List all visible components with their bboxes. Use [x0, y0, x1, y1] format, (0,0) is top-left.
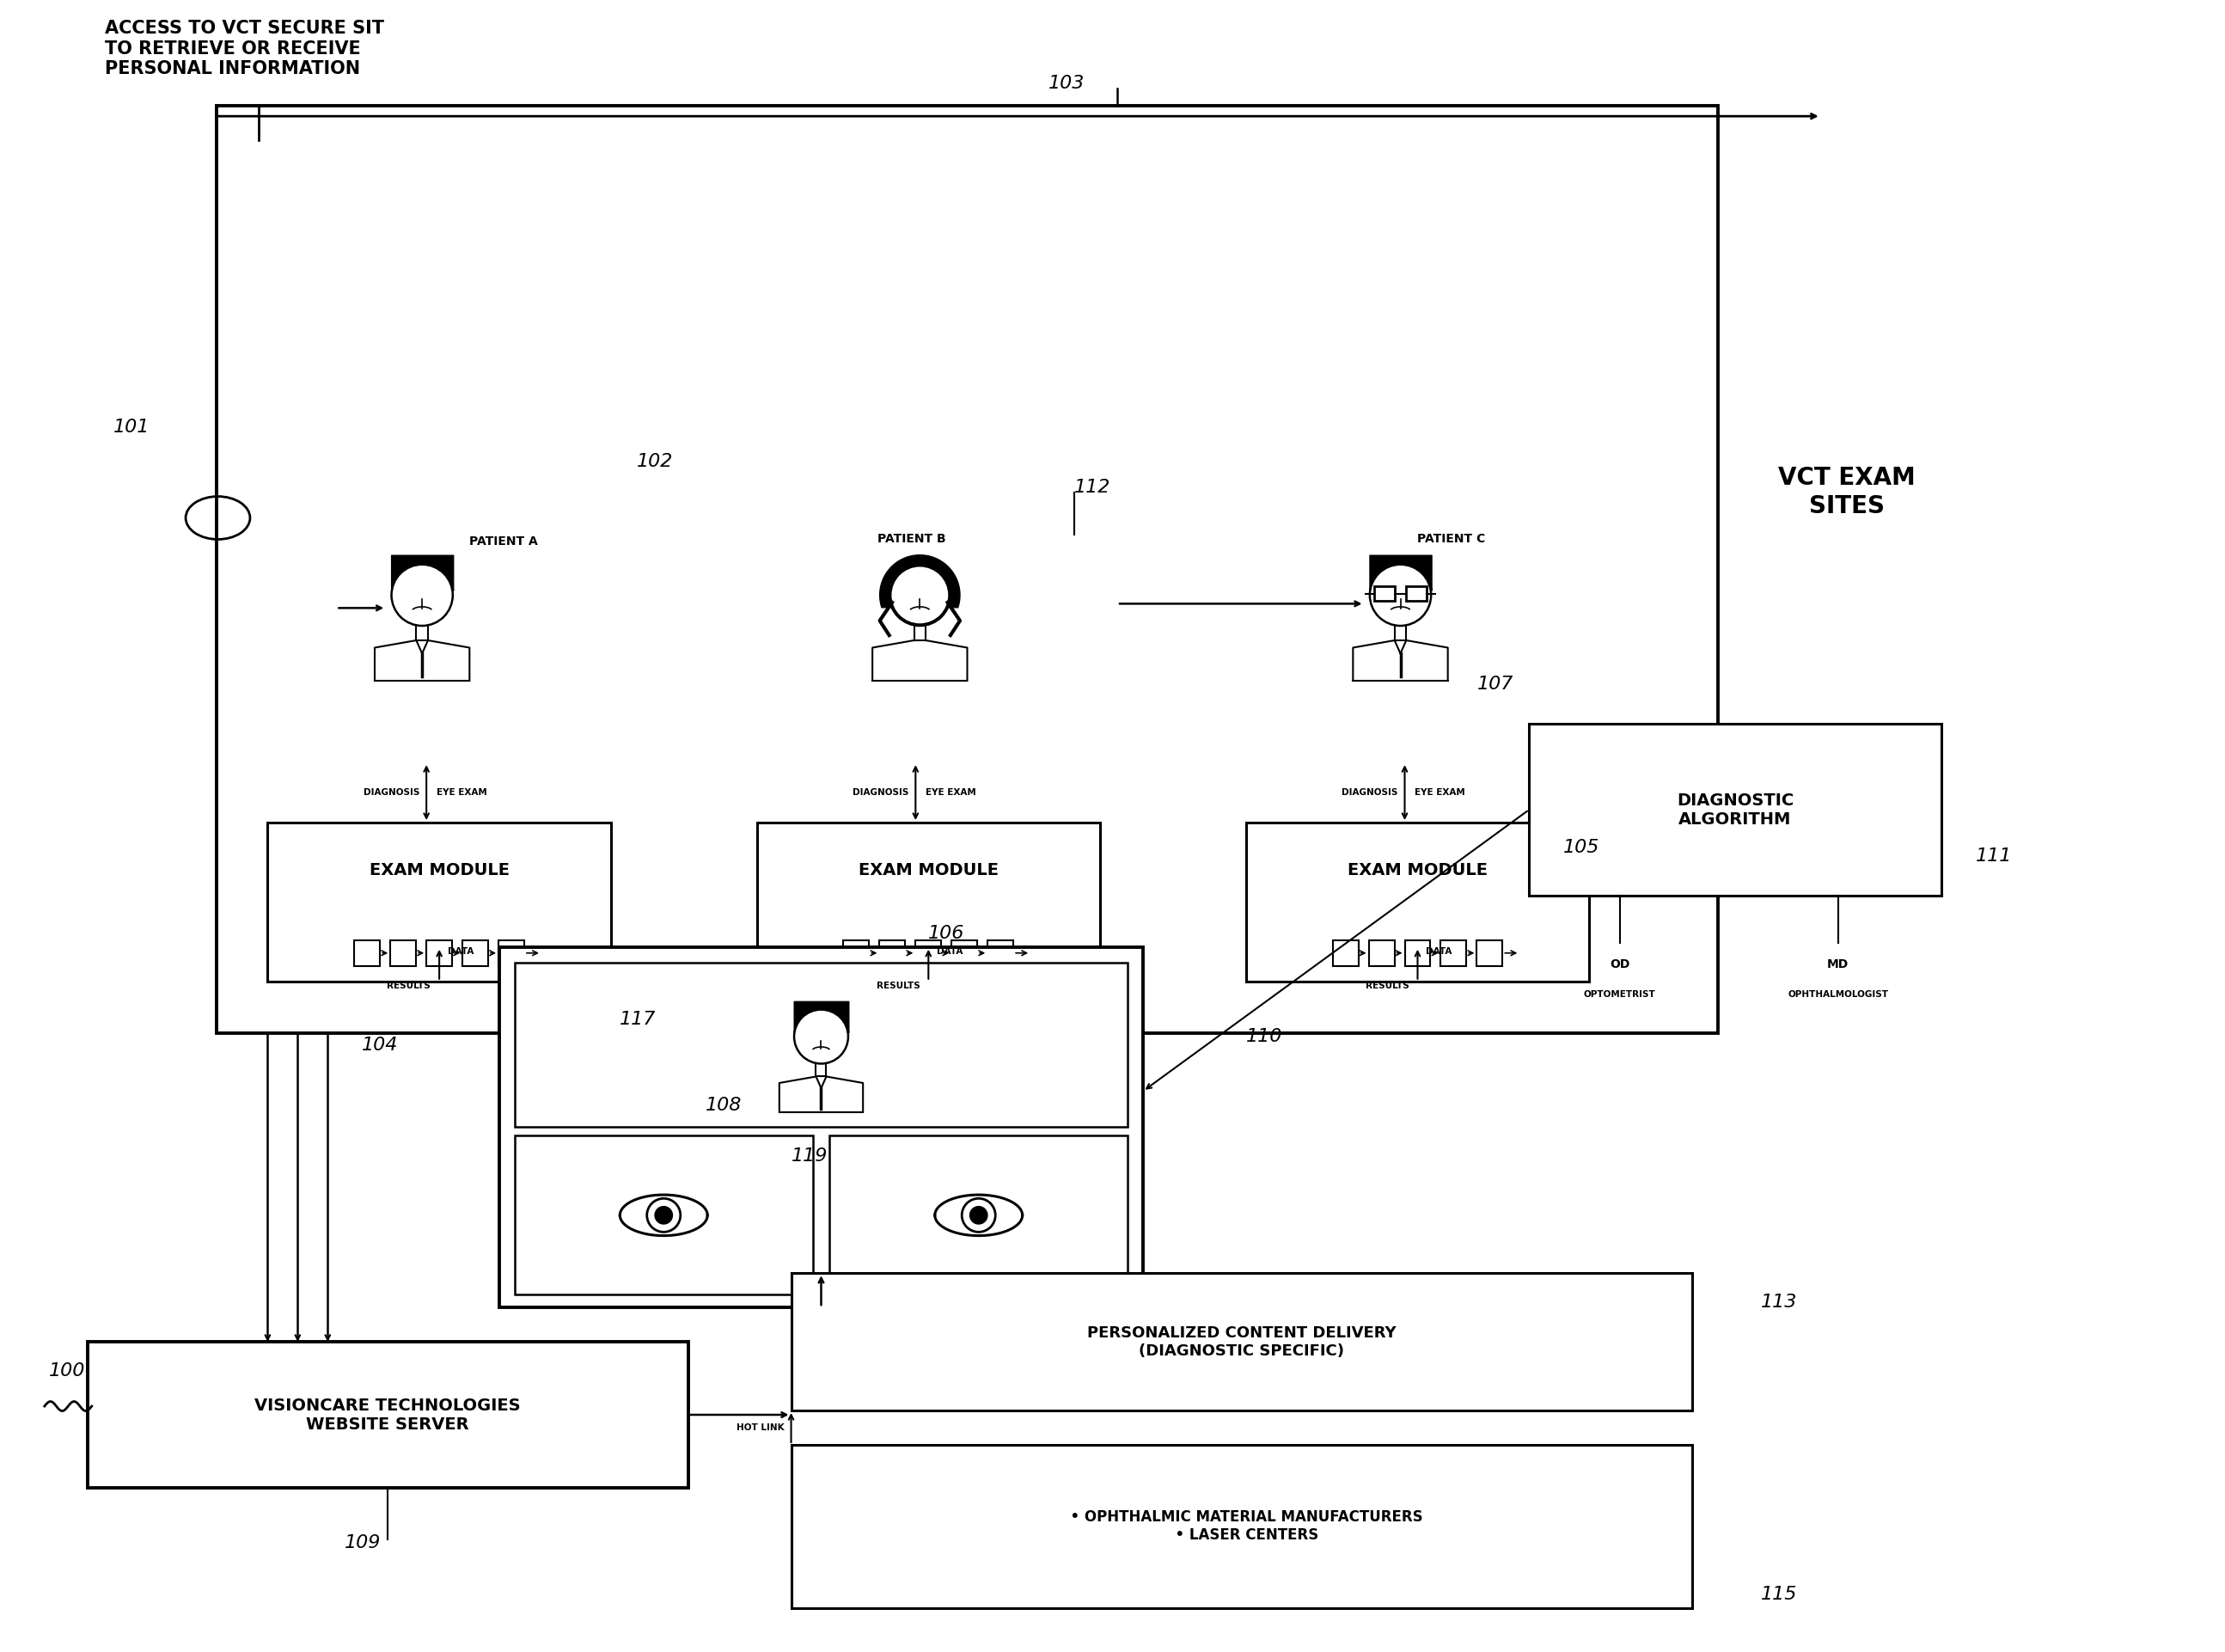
FancyBboxPatch shape: [792, 1274, 1693, 1411]
Text: RESULTS: RESULTS: [877, 981, 919, 990]
Text: 111: 111: [1976, 847, 2011, 864]
Circle shape: [961, 1198, 995, 1232]
Text: EYE EXAM: EYE EXAM: [1415, 788, 1466, 796]
FancyBboxPatch shape: [1442, 940, 1466, 966]
FancyBboxPatch shape: [267, 823, 612, 981]
FancyBboxPatch shape: [354, 940, 380, 966]
Text: 107: 107: [1477, 676, 1513, 692]
FancyBboxPatch shape: [988, 940, 1012, 966]
Text: DIAGNOSIS: DIAGNOSIS: [1342, 788, 1397, 796]
Text: EXAM MODULE: EXAM MODULE: [1348, 862, 1489, 879]
FancyBboxPatch shape: [792, 1446, 1693, 1607]
FancyBboxPatch shape: [1368, 940, 1395, 966]
Polygon shape: [879, 555, 959, 608]
FancyBboxPatch shape: [952, 940, 977, 966]
Text: OD: OD: [1609, 958, 1629, 970]
Text: 117: 117: [619, 1011, 656, 1028]
FancyBboxPatch shape: [914, 940, 941, 966]
Text: 109: 109: [345, 1535, 380, 1551]
Text: EYE EXAM: EYE EXAM: [926, 788, 977, 796]
FancyBboxPatch shape: [514, 963, 1128, 1127]
Text: DIAGNOSIS: DIAGNOSIS: [363, 788, 421, 796]
FancyBboxPatch shape: [830, 1137, 1128, 1295]
Circle shape: [890, 565, 950, 626]
Text: 108: 108: [705, 1097, 741, 1113]
Text: HOT LINK: HOT LINK: [736, 1424, 783, 1432]
Text: • OPHTHALMIC MATERIAL MANUFACTURERS
  • LASER CENTERS: • OPHTHALMIC MATERIAL MANUFACTURERS • LA…: [1061, 1510, 1422, 1543]
Text: MD: MD: [1827, 958, 1849, 970]
Text: RESULTS: RESULTS: [1366, 981, 1408, 990]
FancyBboxPatch shape: [498, 940, 525, 966]
Text: 102: 102: [636, 453, 674, 469]
Text: OPHTHALMOLOGIST: OPHTHALMOLOGIST: [1789, 990, 1889, 998]
Text: ACCESS TO VCT SECURE SIT
TO RETRIEVE OR RECEIVE
PERSONAL INFORMATION: ACCESS TO VCT SECURE SIT TO RETRIEVE OR …: [105, 20, 385, 78]
Text: PATIENT C: PATIENT C: [1417, 534, 1486, 545]
Circle shape: [970, 1206, 988, 1224]
Circle shape: [794, 1009, 848, 1064]
Text: 112: 112: [1075, 479, 1110, 496]
FancyBboxPatch shape: [1333, 940, 1359, 966]
FancyBboxPatch shape: [1404, 940, 1431, 966]
Text: DIAGNOSIS: DIAGNOSIS: [852, 788, 908, 796]
Text: EXAM MODULE: EXAM MODULE: [859, 862, 999, 879]
Text: 105: 105: [1564, 839, 1600, 856]
Text: 100: 100: [49, 1363, 85, 1379]
FancyBboxPatch shape: [463, 940, 487, 966]
FancyBboxPatch shape: [498, 947, 1144, 1307]
Circle shape: [647, 1198, 681, 1232]
Text: VCT EXAM
SITES: VCT EXAM SITES: [1778, 466, 1916, 519]
Text: 110: 110: [1246, 1028, 1282, 1044]
Text: PATIENT B: PATIENT B: [877, 534, 946, 545]
Text: OPTOMETRIST: OPTOMETRIST: [1584, 990, 1655, 998]
Text: VISIONCARE TECHNOLOGIES
WEBSITE SERVER: VISIONCARE TECHNOLOGIES WEBSITE SERVER: [254, 1398, 521, 1432]
Text: 103: 103: [1048, 74, 1086, 93]
FancyBboxPatch shape: [216, 106, 1718, 1032]
Text: DATA: DATA: [447, 947, 474, 955]
FancyBboxPatch shape: [1529, 724, 1940, 895]
Text: 101: 101: [113, 418, 149, 436]
Circle shape: [654, 1206, 672, 1224]
Text: DATA: DATA: [1426, 947, 1453, 955]
FancyBboxPatch shape: [514, 1137, 812, 1295]
Text: EXAM MODULE: EXAM MODULE: [369, 862, 510, 879]
Circle shape: [1371, 565, 1431, 626]
Text: PERSONALIZED CONTENT DELIVERY
(DIAGNOSTIC SPECIFIC): PERSONALIZED CONTENT DELIVERY (DIAGNOSTI…: [1088, 1325, 1395, 1358]
Text: EYE EXAM: EYE EXAM: [436, 788, 487, 796]
Circle shape: [890, 567, 950, 624]
FancyBboxPatch shape: [757, 823, 1099, 981]
Text: 115: 115: [1760, 1586, 1798, 1602]
Text: 113: 113: [1760, 1294, 1798, 1312]
FancyBboxPatch shape: [1246, 823, 1589, 981]
Text: 119: 119: [792, 1148, 828, 1165]
FancyBboxPatch shape: [1477, 940, 1502, 966]
Text: RESULTS: RESULTS: [387, 981, 432, 990]
FancyBboxPatch shape: [389, 940, 416, 966]
Text: 106: 106: [928, 925, 966, 942]
FancyBboxPatch shape: [87, 1341, 688, 1488]
Text: DIAGNOSTIC
ALGORITHM: DIAGNOSTIC ALGORITHM: [1678, 791, 1793, 828]
FancyBboxPatch shape: [427, 940, 452, 966]
Circle shape: [392, 565, 452, 626]
Text: DATA: DATA: [937, 947, 963, 955]
Text: PATIENT A: PATIENT A: [469, 535, 538, 548]
Text: 104: 104: [363, 1036, 398, 1054]
FancyBboxPatch shape: [879, 940, 906, 966]
FancyBboxPatch shape: [843, 940, 870, 966]
